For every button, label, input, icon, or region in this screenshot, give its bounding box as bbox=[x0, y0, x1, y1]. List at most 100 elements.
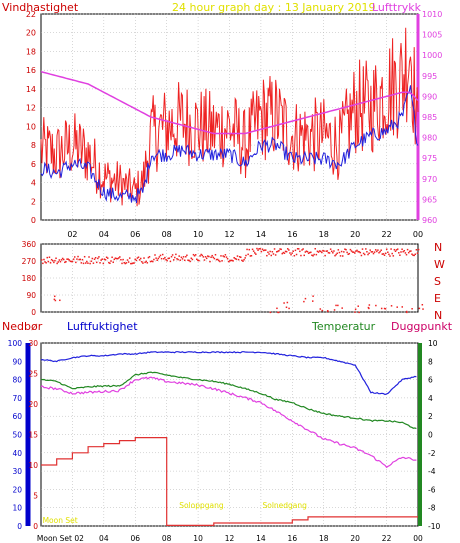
direction-point bbox=[218, 259, 220, 262]
direction-point bbox=[392, 255, 395, 257]
direction-point bbox=[354, 308, 357, 311]
wind-y-axis-ticks: 0 2 4 6 8 10 12 14 16 18 20 22 bbox=[26, 10, 36, 225]
direction-point bbox=[141, 261, 143, 263]
direction-point bbox=[164, 256, 166, 259]
direction-point bbox=[400, 251, 402, 253]
direction-point bbox=[231, 259, 233, 262]
direction-point bbox=[95, 261, 98, 264]
direction-point bbox=[189, 260, 191, 263]
direction-point bbox=[241, 259, 243, 262]
direction-point bbox=[98, 256, 100, 258]
direction-point bbox=[286, 301, 289, 304]
direction-point bbox=[131, 262, 133, 265]
direction-point bbox=[53, 295, 56, 298]
direction-point bbox=[370, 251, 373, 253]
direction-point bbox=[80, 262, 83, 264]
x-tick-label: 00 bbox=[413, 534, 423, 543]
x-tick-label: 20 bbox=[350, 534, 360, 543]
direction-point bbox=[347, 253, 349, 256]
direction-point bbox=[73, 256, 76, 258]
direction-point bbox=[276, 307, 278, 310]
direction-point bbox=[43, 258, 45, 261]
direction-point bbox=[328, 252, 331, 254]
direction-point bbox=[285, 306, 288, 309]
direction-point bbox=[384, 308, 387, 310]
direction-point bbox=[75, 261, 77, 264]
pressure-y-axis-ticks: 960 965 970 975 980 985 990 995 1000 1005 1010 bbox=[416, 10, 442, 225]
direction-point bbox=[354, 311, 356, 313]
direction-point bbox=[78, 258, 80, 261]
direction-point bbox=[381, 253, 384, 255]
direction-point bbox=[289, 252, 291, 254]
direction-point bbox=[222, 255, 224, 257]
direction-point bbox=[262, 249, 265, 252]
direction-point bbox=[172, 259, 175, 261]
direction-point bbox=[334, 254, 336, 257]
direction-point bbox=[54, 259, 56, 262]
direction-point bbox=[91, 257, 94, 260]
direction-point bbox=[159, 254, 162, 257]
direction-point bbox=[302, 248, 304, 250]
direction-point bbox=[62, 258, 65, 261]
direction-point bbox=[314, 247, 316, 250]
direction-point bbox=[341, 307, 343, 309]
direction-point bbox=[322, 249, 324, 252]
pressure-tick-label: 960 bbox=[422, 216, 437, 225]
direction-point bbox=[377, 249, 379, 251]
direction-point bbox=[113, 258, 116, 261]
pressure-tick-label: 975 bbox=[422, 154, 437, 163]
temperature-tick-label: 0 bbox=[428, 431, 433, 440]
rain-tick-label: 5 bbox=[33, 492, 38, 501]
direction-point bbox=[183, 259, 186, 262]
direction-point bbox=[295, 253, 298, 256]
direction-point bbox=[88, 256, 90, 258]
direction-point bbox=[229, 260, 231, 262]
rain-tick-label: 10 bbox=[28, 461, 38, 470]
direction-point bbox=[146, 262, 149, 264]
direction-point bbox=[326, 250, 329, 252]
direction-point bbox=[205, 257, 208, 260]
direction-point bbox=[210, 256, 212, 259]
direction-point bbox=[149, 260, 152, 263]
rain-label: Nedbør bbox=[2, 320, 43, 333]
wind-average-line bbox=[40, 85, 419, 204]
direction-point bbox=[311, 254, 313, 256]
direction-point bbox=[224, 254, 227, 256]
direction-point bbox=[285, 250, 288, 253]
direction-point bbox=[177, 258, 179, 261]
direction-point bbox=[396, 248, 399, 250]
direction-point bbox=[277, 311, 280, 314]
wind-tick-label: 4 bbox=[31, 179, 36, 188]
direction-point bbox=[169, 260, 172, 263]
direction-point bbox=[109, 262, 111, 265]
direction-point bbox=[332, 252, 334, 254]
direction-point bbox=[199, 255, 201, 257]
direction-point bbox=[315, 253, 318, 256]
direction-point bbox=[110, 260, 112, 262]
direction-point bbox=[187, 259, 189, 261]
direction-point bbox=[266, 254, 268, 257]
direction-point bbox=[208, 255, 210, 258]
direction-point bbox=[274, 254, 277, 256]
direction-point bbox=[45, 262, 47, 264]
wind-tick-label: 14 bbox=[26, 85, 36, 94]
direction-point bbox=[384, 252, 387, 255]
direction-point bbox=[340, 250, 343, 253]
x-tick-label: 00 bbox=[413, 230, 423, 239]
direction-point bbox=[323, 250, 325, 252]
direction-point bbox=[67, 258, 69, 260]
direction-point bbox=[362, 252, 365, 255]
direction-point bbox=[233, 256, 235, 259]
temperature-tick-label: -10 bbox=[428, 522, 440, 531]
direction-point bbox=[247, 253, 249, 256]
direction-point bbox=[281, 252, 283, 255]
pressure-tick-label: 980 bbox=[422, 134, 437, 143]
direction-point bbox=[311, 300, 314, 302]
direction-point bbox=[286, 248, 289, 250]
direction-point bbox=[58, 259, 61, 261]
direction-point bbox=[391, 252, 393, 255]
pressure-tick-label: 1010 bbox=[422, 10, 442, 19]
direction-point bbox=[288, 307, 290, 310]
humidity-tick-label: 50 bbox=[12, 431, 22, 440]
direction-point bbox=[200, 253, 202, 256]
